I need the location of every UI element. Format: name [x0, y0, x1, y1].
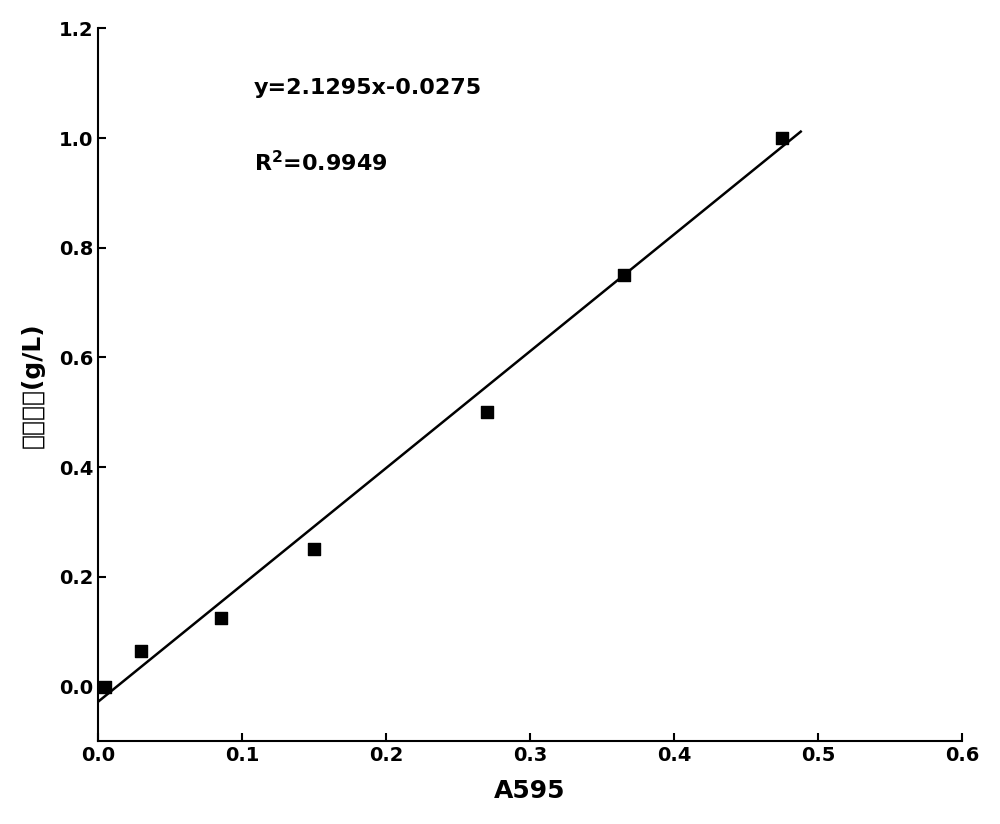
Text: y=2.1295x-0.0275: y=2.1295x-0.0275 — [254, 78, 482, 98]
Point — [213, 611, 229, 625]
Text: $\mathbf{R^2}$=0.9949: $\mathbf{R^2}$=0.9949 — [254, 150, 387, 175]
X-axis label: A595: A595 — [494, 780, 566, 803]
Point — [774, 132, 790, 145]
Point — [479, 405, 495, 419]
Point — [97, 680, 113, 693]
Point — [133, 644, 149, 658]
Point — [306, 543, 322, 556]
Y-axis label: 蛋白浓度(g/L): 蛋白浓度(g/L) — [21, 322, 45, 447]
Point — [616, 269, 632, 282]
